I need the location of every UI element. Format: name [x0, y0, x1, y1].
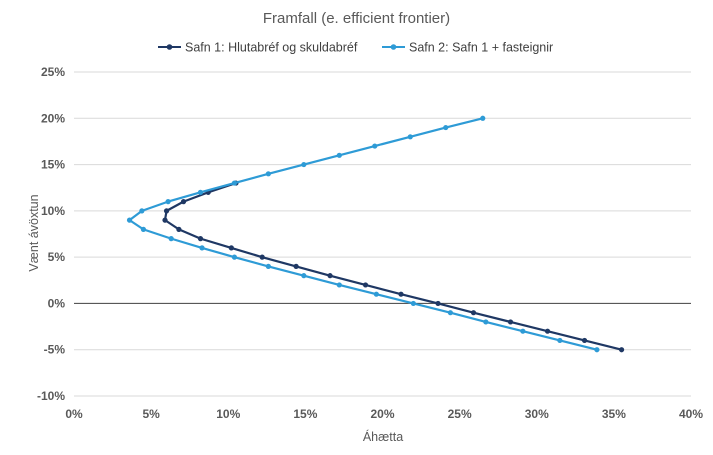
series-2-point	[126, 217, 133, 223]
y-tick-label: -5%	[44, 343, 66, 357]
legend-marker-series-2	[390, 44, 397, 50]
series-1-point	[618, 347, 625, 353]
series-2-point	[168, 236, 174, 242]
series-2-point	[301, 161, 307, 168]
series-2-point	[594, 347, 600, 353]
series-2-point	[140, 226, 147, 232]
series-2	[126, 115, 600, 353]
series-2-point	[410, 300, 416, 307]
series-2-point	[483, 319, 489, 325]
series-2-point	[231, 254, 238, 260]
series-1-point	[544, 328, 551, 334]
legend-label-series-1: Safn 1: Hlutabréf og skuldabréf	[185, 41, 358, 55]
x-tick-label: 10%	[216, 407, 240, 421]
legend-item-series-2: Safn 2: Safn 1 + fasteignir	[382, 41, 553, 55]
series-2-point	[165, 199, 171, 205]
series-2-point	[557, 337, 563, 344]
series-1-point	[163, 208, 170, 214]
x-tick-label: 15%	[293, 407, 317, 421]
series-2-point	[443, 124, 449, 131]
legend: Safn 1: Hlutabréf og skuldabréf Safn 2: …	[158, 41, 553, 55]
series-2-line	[128, 117, 598, 351]
series-2-point	[372, 143, 378, 149]
series-1-point	[581, 337, 588, 344]
series-2-point	[520, 328, 526, 334]
series-1-point	[176, 226, 182, 232]
legend-item-series-1: Safn 1: Hlutabréf og skuldabréf	[158, 41, 358, 55]
series-layer	[126, 115, 625, 353]
y-tick-label: 15%	[41, 158, 65, 172]
legend-marker-series-1	[166, 44, 173, 50]
y-tick-label: 25%	[41, 65, 65, 79]
chart-title: Framfall (e. efficient frontier)	[263, 10, 450, 27]
series-1-point	[507, 319, 514, 325]
y-tick-label: 0%	[48, 296, 66, 310]
x-tick-label: 5%	[142, 407, 160, 421]
series-1-point	[435, 300, 441, 307]
y-tick-label: 20%	[41, 111, 65, 125]
y-axis-ticks: 25% 20% 15% 10% 5% 0% -5% -10%	[37, 65, 65, 403]
series-2-point	[139, 208, 145, 214]
series-1-point	[228, 245, 234, 251]
series-2-point	[336, 282, 342, 288]
series-1-point	[362, 282, 369, 288]
gridlines	[74, 71, 691, 397]
series-2-point	[199, 245, 205, 251]
series-2-point	[265, 171, 271, 177]
series-2-point	[447, 310, 453, 316]
series-1-point	[398, 291, 404, 297]
y-tick-label: 5%	[48, 250, 66, 264]
series-1-line	[163, 182, 622, 351]
series-1	[162, 180, 625, 353]
y-tick-label: -10%	[37, 389, 65, 403]
series-2-point	[336, 152, 342, 158]
series-2-point	[373, 291, 379, 297]
x-axis-ticks: 0% 5% 10% 15% 20% 25% 30% 35% 40%	[65, 407, 703, 421]
y-tick-label: 10%	[41, 204, 65, 218]
legend-label-series-2: Safn 2: Safn 1 + fasteignir	[409, 41, 553, 55]
x-tick-label: 40%	[679, 407, 703, 421]
y-axis-title: Vænt ávöxtun	[27, 194, 41, 271]
series-1-point	[293, 263, 299, 269]
series-2-point	[231, 180, 238, 186]
series-2-point	[407, 134, 413, 140]
series-2-point	[301, 273, 307, 279]
x-tick-label: 0%	[65, 407, 83, 421]
series-1-point	[259, 254, 265, 260]
x-tick-label: 25%	[448, 407, 472, 421]
series-1-point	[197, 236, 204, 242]
x-tick-label: 20%	[370, 407, 394, 421]
series-2-point	[480, 115, 486, 121]
series-1-point	[162, 217, 168, 223]
series-1-point	[470, 310, 477, 316]
series-2-point	[197, 189, 204, 195]
series-1-point	[327, 273, 333, 279]
x-tick-label: 30%	[525, 407, 549, 421]
x-tick-label: 35%	[602, 407, 626, 421]
x-axis-title: Áhætta	[363, 429, 403, 444]
series-1-point	[180, 199, 187, 205]
series-2-point	[265, 263, 271, 269]
